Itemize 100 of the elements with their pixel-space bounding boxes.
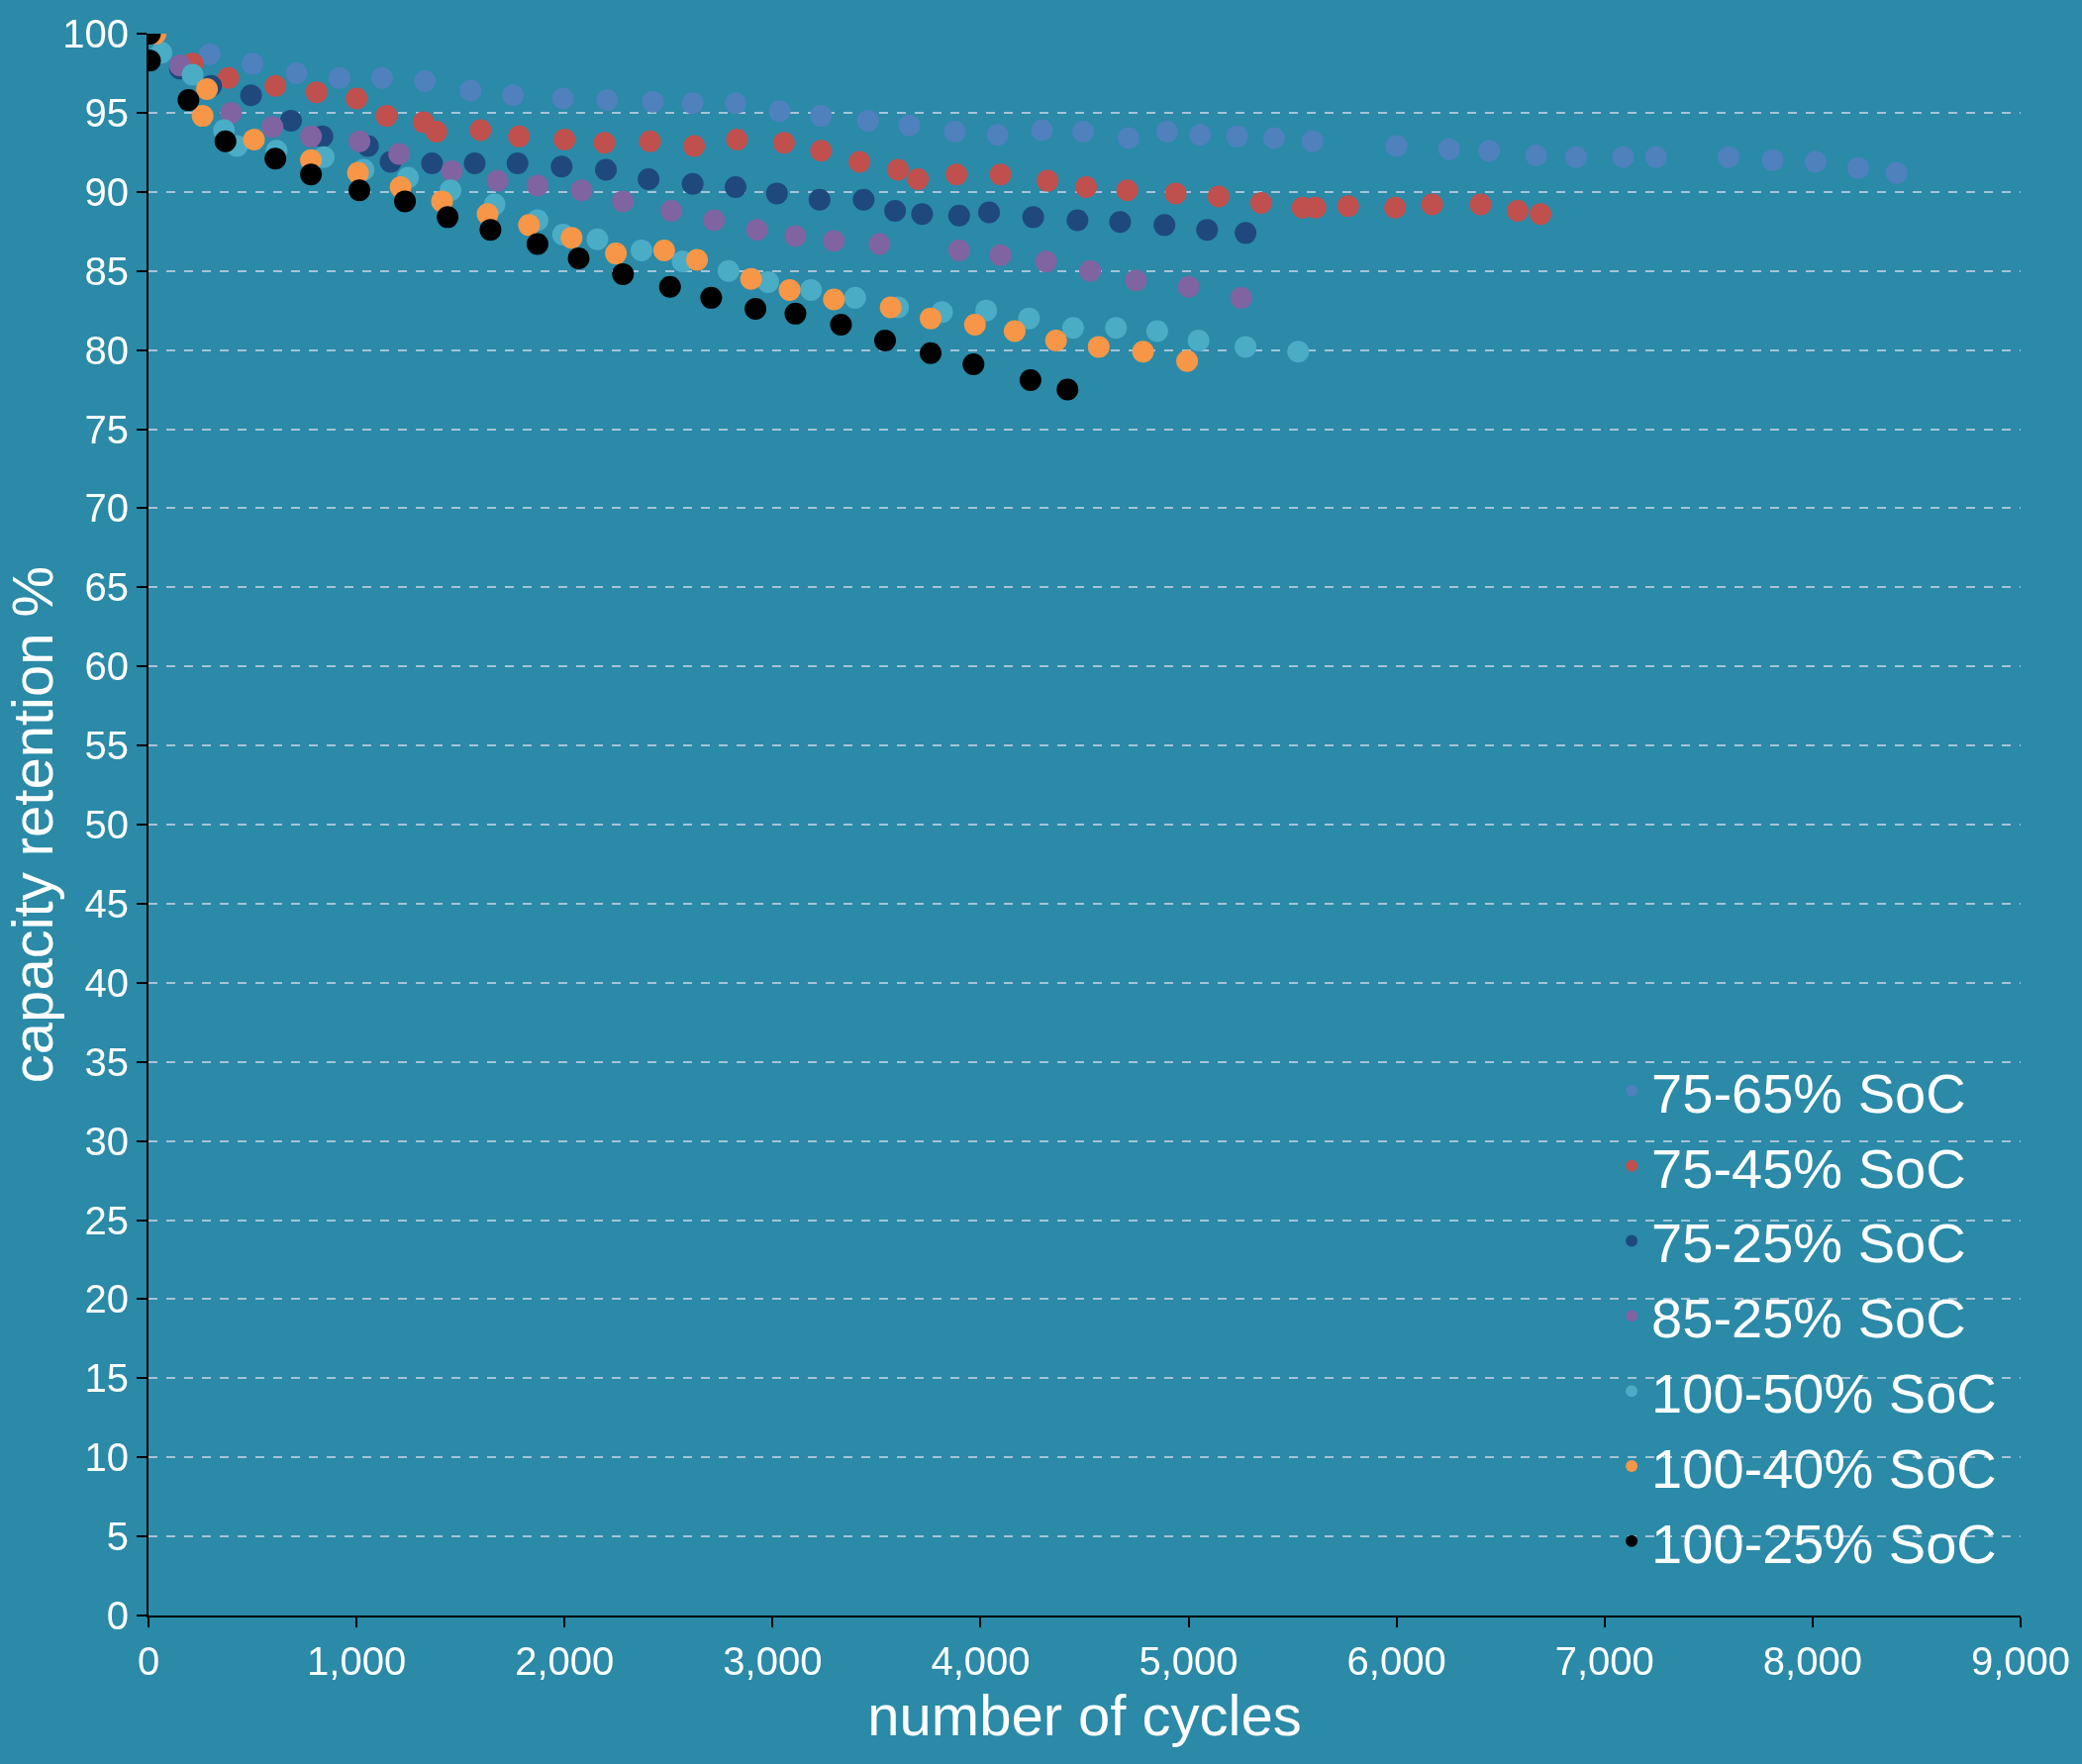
point (1125, 269, 1147, 292)
point (823, 230, 845, 252)
x-tick-label: 0 (137, 1639, 160, 1683)
point (463, 152, 486, 175)
legend-label: 75-25% SoC (1651, 1212, 1966, 1275)
point (1109, 211, 1132, 234)
x-tick-label: 2,000 (515, 1639, 615, 1683)
point (441, 160, 463, 183)
point (425, 121, 447, 144)
y-tick-label: 95 (84, 90, 129, 135)
point (191, 105, 214, 128)
point (1177, 275, 1200, 298)
point (261, 116, 284, 139)
point (724, 92, 746, 115)
point (810, 105, 833, 128)
y-tick-label: 70 (84, 486, 129, 531)
point (220, 101, 243, 124)
point (437, 206, 459, 229)
point (1018, 307, 1041, 330)
point (240, 84, 262, 107)
point (1506, 199, 1529, 222)
point (630, 239, 652, 261)
point (459, 79, 482, 102)
point (1235, 222, 1257, 245)
y-tick-label: 65 (84, 565, 129, 610)
legend-label: 75-65% SoC (1651, 1061, 1966, 1125)
point (1249, 191, 1272, 214)
point (947, 239, 970, 261)
point (947, 204, 970, 227)
point (962, 352, 985, 375)
point (1164, 182, 1187, 205)
y-tick-label: 85 (84, 248, 129, 293)
point (1885, 161, 1908, 184)
point (506, 152, 529, 175)
x-tick-label: 5,000 (1139, 1639, 1239, 1683)
point (214, 130, 237, 152)
x-tick-label: 8,000 (1762, 1639, 1862, 1683)
point (978, 201, 1001, 224)
legend-label: 75-45% SoC (1651, 1136, 1966, 1200)
point (652, 239, 675, 261)
point (683, 135, 706, 157)
x-tick-label: 6,000 (1346, 1639, 1446, 1683)
point (1469, 193, 1492, 216)
y-tick-label: 50 (84, 803, 129, 846)
point (1044, 330, 1067, 351)
point (1176, 349, 1199, 372)
point (1530, 203, 1552, 226)
point (658, 275, 681, 298)
point (217, 66, 240, 89)
point (1262, 127, 1285, 149)
point (1037, 169, 1059, 192)
point (945, 163, 968, 186)
point (1226, 125, 1248, 147)
point (1087, 336, 1110, 358)
point (1761, 148, 1784, 171)
y-axis-title: capacity retention % (0, 565, 64, 1084)
point (772, 132, 795, 154)
point (370, 66, 393, 89)
point (526, 233, 548, 255)
point (765, 182, 788, 205)
point (856, 109, 879, 132)
point (300, 125, 323, 147)
y-tick-label: 5 (106, 1515, 129, 1559)
point (1155, 121, 1178, 144)
x-tick-label: 9,000 (1970, 1639, 2071, 1683)
point (808, 188, 831, 211)
point (868, 233, 891, 255)
point (1384, 196, 1407, 219)
point (874, 330, 896, 351)
point (388, 143, 411, 165)
point (1035, 250, 1057, 273)
point (700, 286, 723, 309)
point (1438, 138, 1460, 160)
point (920, 342, 942, 364)
point (328, 66, 350, 89)
point (963, 314, 986, 337)
point (1105, 317, 1128, 340)
point (1072, 121, 1095, 144)
point (181, 63, 204, 86)
point (593, 132, 616, 154)
point (1079, 259, 1102, 282)
point (1235, 336, 1257, 358)
point (989, 163, 1012, 186)
point (605, 243, 628, 265)
point (638, 168, 660, 191)
point (1118, 127, 1140, 149)
point (264, 147, 287, 170)
point (414, 69, 437, 92)
point (586, 228, 609, 250)
point (1718, 146, 1739, 168)
point (745, 219, 768, 242)
point (570, 179, 593, 202)
x-tick-label: 7,000 (1554, 1639, 1654, 1683)
point (744, 298, 767, 321)
point (1153, 214, 1176, 237)
x-tick-label: 3,000 (723, 1639, 823, 1683)
point (686, 248, 709, 271)
point (1846, 156, 1869, 179)
y-tick-label: 10 (84, 1435, 129, 1480)
point (300, 163, 323, 186)
